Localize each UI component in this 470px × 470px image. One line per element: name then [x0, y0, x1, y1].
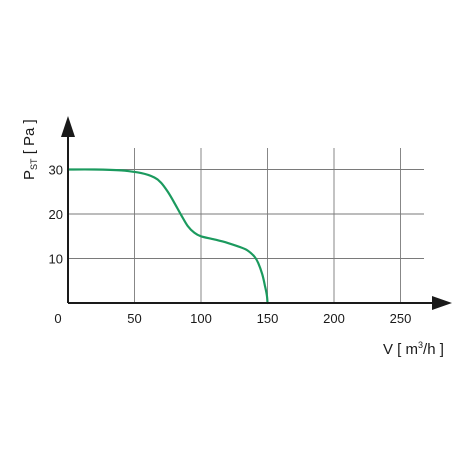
x-tick-label-250: 250 [390, 311, 412, 326]
x-axis-label-prefix: V [ m [383, 341, 418, 358]
x-axis-label: V [ m3/h ] [383, 340, 444, 358]
x-tick-label-100: 100 [190, 311, 212, 326]
y-axis-label-suffix: [ Pa ] [21, 119, 38, 158]
x-tick-label-150: 150 [257, 311, 279, 326]
x-tick-label-50: 50 [127, 311, 141, 326]
origin-label: 0 [54, 311, 61, 326]
axes [61, 116, 452, 310]
y-axis-label-sub: ST [29, 158, 39, 170]
y-axis-label-main: P [21, 170, 38, 180]
x-axis-label-sup: 3 [418, 340, 423, 350]
tick-labels: 50 100 150 200 250 10 20 30 0 [49, 163, 412, 327]
y-tick-label-10: 10 [49, 252, 63, 267]
y-tick-label-30: 30 [49, 163, 63, 178]
x-axis-label-suffix: /h ] [423, 341, 444, 358]
pressure-curve [66, 168, 269, 305]
y-axis-arrow [61, 116, 75, 137]
y-tick-label-20: 20 [49, 207, 63, 222]
y-axis-label: PST [ Pa ] [21, 119, 39, 180]
grid-lines [68, 148, 424, 303]
x-tick-label-200: 200 [323, 311, 345, 326]
x-axis-arrow [432, 296, 452, 310]
